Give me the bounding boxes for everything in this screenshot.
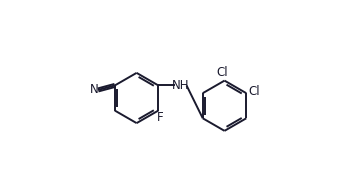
Text: N: N [90,83,98,96]
Text: Cl: Cl [217,66,228,79]
Text: Cl: Cl [249,85,260,98]
Text: NH: NH [171,79,189,92]
Text: F: F [157,111,163,124]
